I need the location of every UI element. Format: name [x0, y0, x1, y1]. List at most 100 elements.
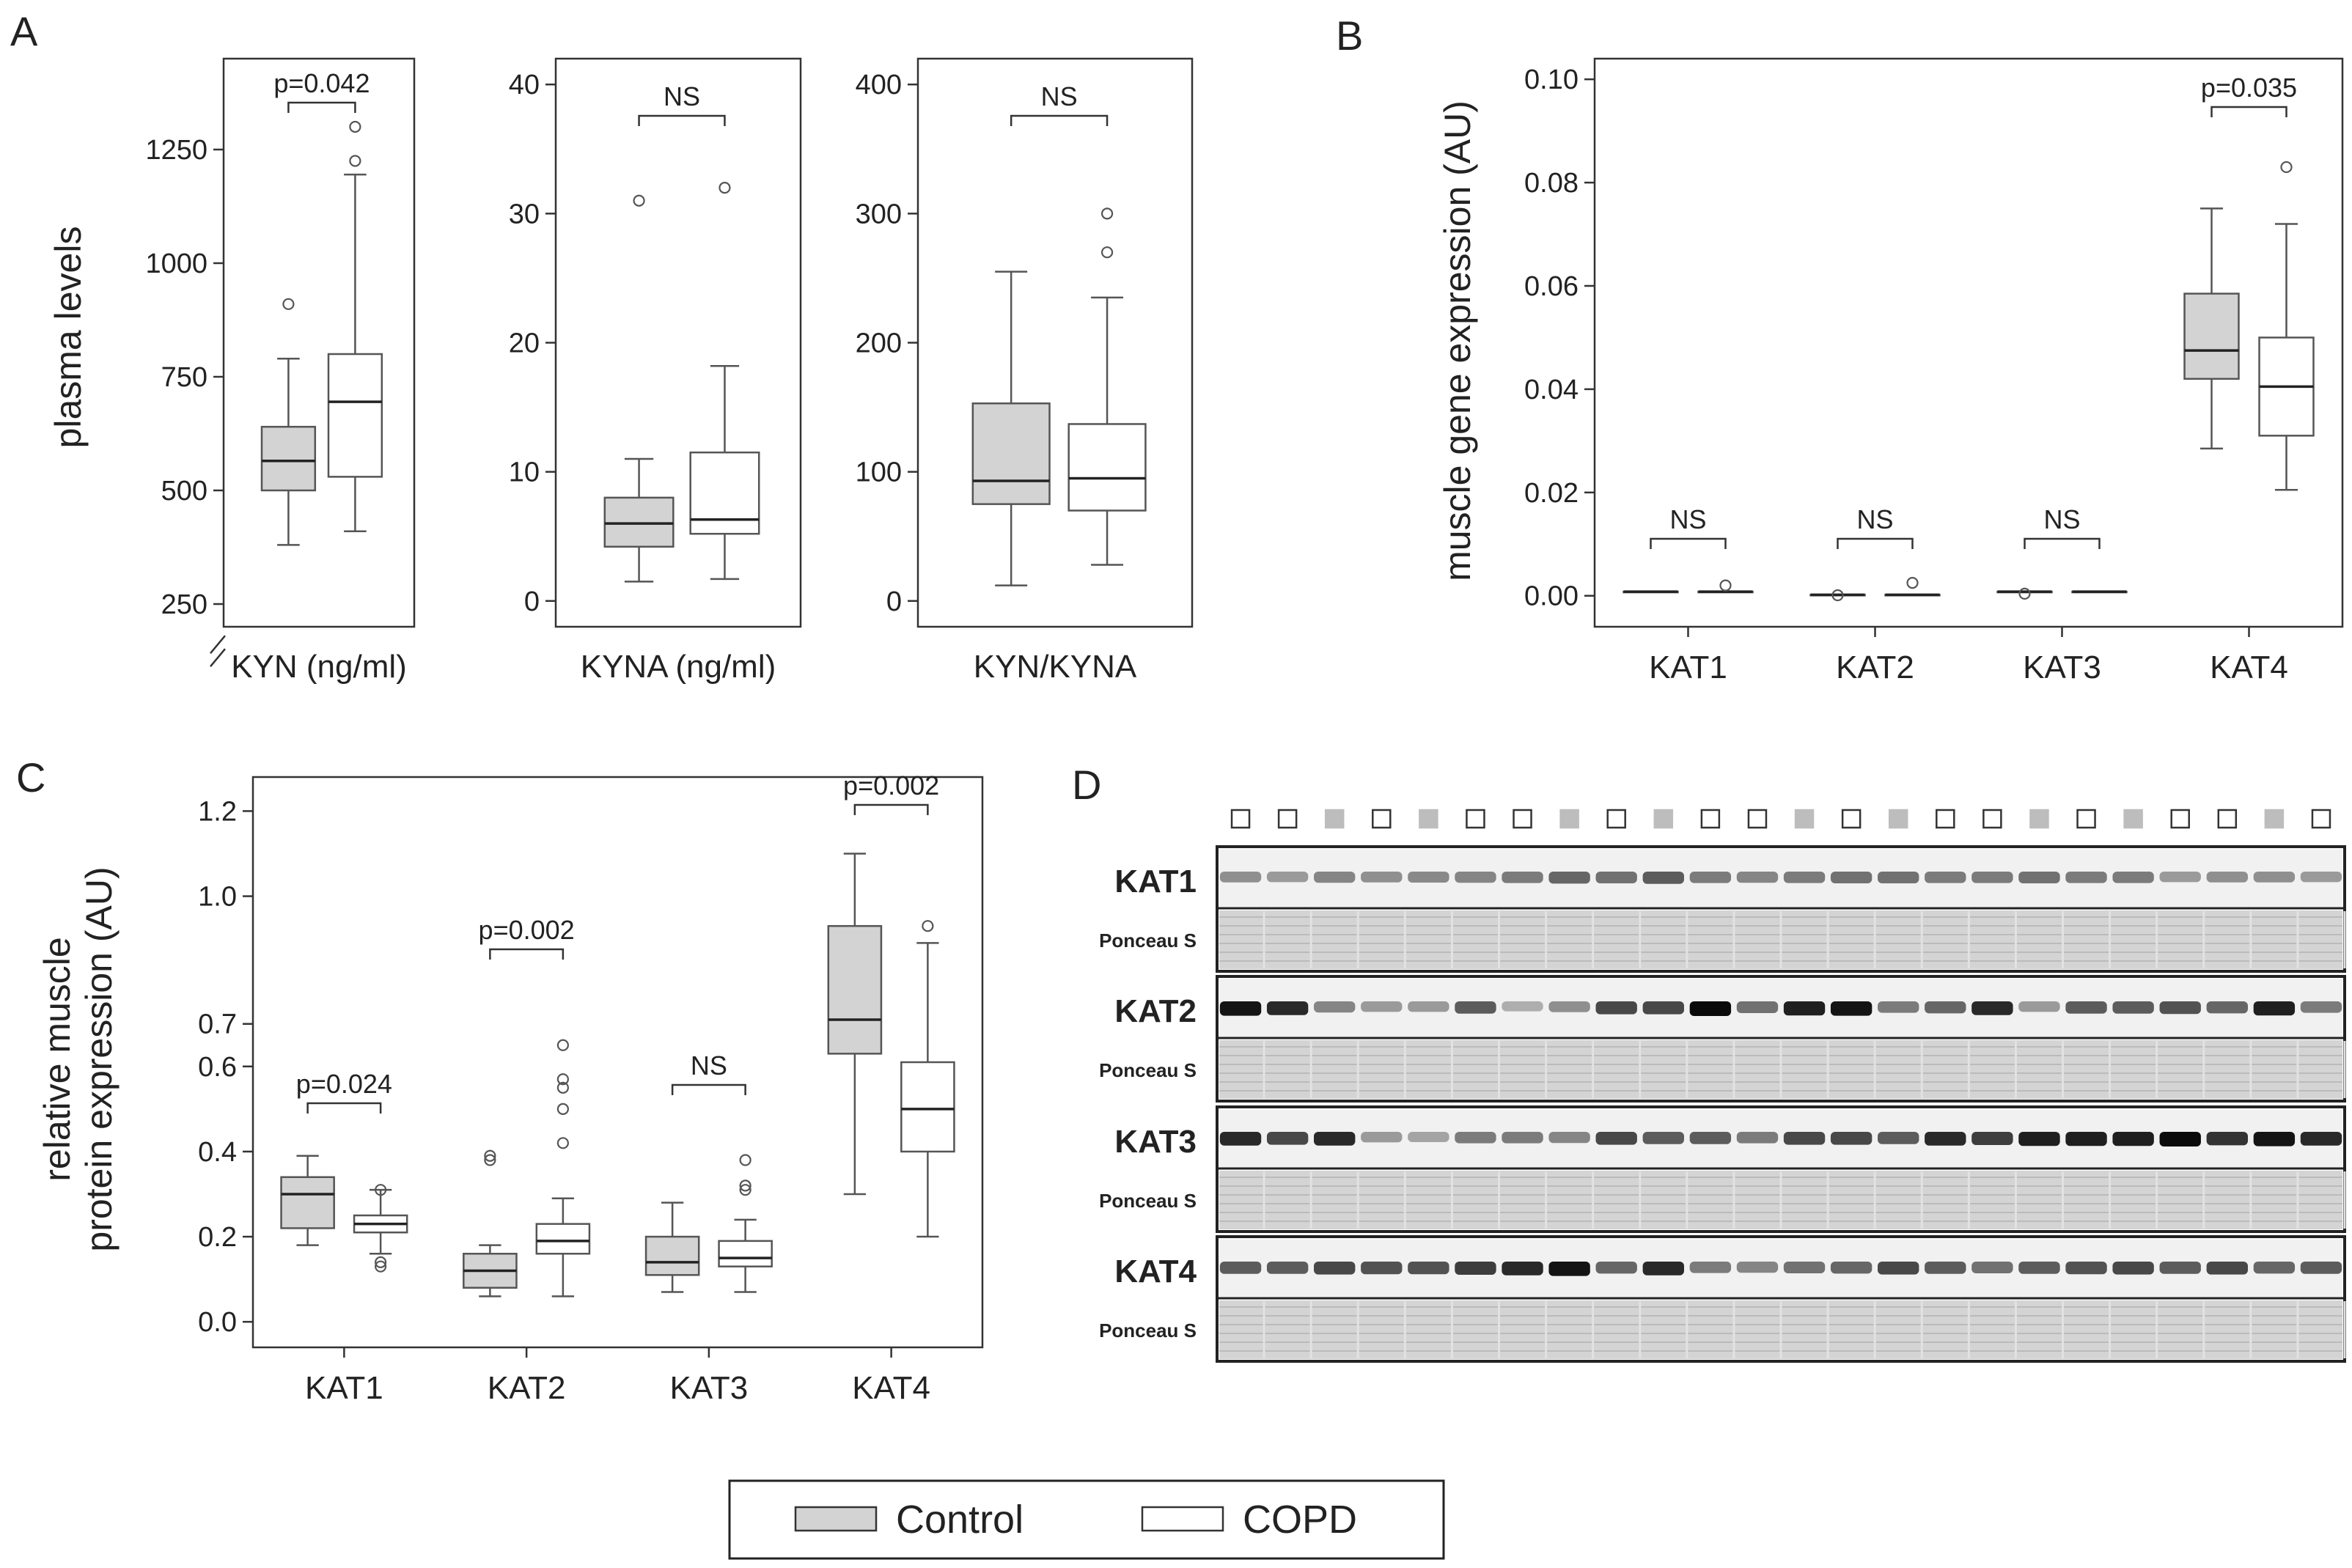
panel-a-sub2-ytick-label-4: 40 — [509, 70, 540, 100]
lane-marker-21 — [2170, 809, 2190, 829]
panel-a-sub2-ytick-label-3: 30 — [509, 199, 540, 229]
blot-kat4-band-22 — [2206, 1262, 2248, 1275]
lane-marker-6 — [1466, 809, 1485, 829]
panel-c-kat2-copd-outlier-1 — [556, 1103, 569, 1115]
blot-kat3-label: KAT3 — [1114, 1124, 1197, 1160]
blot-kat3-band-22 — [2206, 1132, 2248, 1146]
panel-b-xlabel-0: KAT1 — [1649, 649, 1727, 685]
blot-kat3-band-16 — [1925, 1132, 1966, 1146]
lane-marker-5 — [1419, 809, 1438, 829]
lane-marker-10 — [1653, 809, 1674, 829]
panel-b-ylabel: muscle gene expression (AU) — [1437, 100, 1478, 581]
blot-kat1-band-5 — [1408, 872, 1449, 883]
blot-kat2-band-3 — [1314, 1001, 1356, 1013]
panel-a-sub3-xlabel: KYN/KYNA — [974, 649, 1137, 685]
legend: Control COPD — [728, 1479, 1445, 1560]
blot-kat2-band-22 — [2206, 1001, 2248, 1014]
panel-b-kat1-copd-outlier-0 — [1719, 579, 1732, 592]
blot-kat4-band-18 — [2018, 1262, 2060, 1274]
blot-kat3-band-11 — [1689, 1132, 1732, 1144]
panel-d-western-blot: D KAT1 Ponceau S KAT2 Ponceau S KAT3 Ponceau S… — [1072, 762, 2346, 1363]
lane-marker-9 — [1606, 809, 1626, 829]
panel-a-sub2-copd-outlier-0 — [719, 182, 731, 194]
panel-b-kat3-sig-bracket — [2024, 537, 2101, 549]
blot-kat1-label: KAT1 — [1114, 864, 1197, 899]
panel-b-xlabel-3: KAT4 — [2210, 649, 2288, 685]
panel-b-ytick-label-4: 0.08 — [1524, 168, 1579, 199]
blot-kat2-band-1 — [1219, 1001, 1262, 1016]
blot-kat1-band-8 — [1548, 872, 1590, 884]
panel-c-kat4-sig-bracket — [853, 803, 929, 815]
panel-a-sub2-ytick-label-2: 20 — [509, 328, 540, 359]
blot-kat2-band-12 — [1736, 1001, 1779, 1013]
panel-c-ytick-label-5: 1.0 — [198, 882, 237, 913]
legend-swatch-copd — [1141, 1506, 1224, 1532]
panel-c-ytick-label-6: 1.2 — [198, 796, 237, 827]
blot-kat3-band-18 — [2018, 1132, 2060, 1146]
blot-kat1-band-20 — [2112, 872, 2154, 883]
panel-c-kat3-sig-bracket — [671, 1083, 746, 1095]
blot-kat4-band-23 — [2253, 1262, 2296, 1274]
blot-kat1-band-strip — [1219, 849, 2342, 908]
panel-c-kat1-sig-label: p=0.024 — [296, 1069, 392, 1099]
blot-kat2-band-24 — [2300, 1001, 2342, 1013]
lane-marker-1 — [1230, 809, 1251, 829]
panel-a-sub1-ytick-label-1: 500 — [161, 476, 207, 507]
lane-marker-11 — [1700, 809, 1721, 829]
panel-a-sub2-sig-bracket — [638, 114, 726, 126]
panel-c-kat3-copd-outlier-0 — [739, 1184, 751, 1196]
blot-kat2-band-16 — [1925, 1001, 1966, 1014]
panel-c-kat4-copd-outlier-0 — [922, 920, 934, 932]
panel-c-kat3-copd-outlier-2 — [739, 1154, 751, 1166]
panel-b-xlabel-1: KAT2 — [1836, 649, 1914, 685]
blot-kat3-band-15 — [1878, 1132, 1919, 1144]
panel-c-kat3-control-box — [644, 1235, 700, 1276]
panel-b-kat4-sig-label: p=0.035 — [2201, 73, 2297, 103]
panel-b-kat2-sig-bracket — [1837, 537, 1914, 549]
panel-a-sub1-control-box — [260, 425, 317, 492]
blot-kat4-band-24 — [2300, 1262, 2342, 1274]
blot-kat4-band-14 — [1830, 1262, 1873, 1274]
blot-kat3-band-20 — [2112, 1132, 2154, 1146]
panel-b-kat2-copd-outlier-0 — [1906, 577, 1919, 589]
blot-kat3-band-12 — [1736, 1132, 1779, 1144]
blot-kat3-band-8 — [1548, 1132, 1590, 1144]
blot-kat3-band-1 — [1219, 1132, 1262, 1146]
panel-b-ytick-label-0: 0.00 — [1524, 581, 1579, 612]
lane-marker-18 — [2029, 809, 2049, 829]
panel-c-ytick-label-3: 0.6 — [198, 1052, 237, 1083]
panel-a-sub3-control-box — [971, 402, 1051, 505]
panel-c-ylabel-line2: protein expression (AU) — [78, 866, 120, 1251]
panel-c-xlabel-3: KAT4 — [852, 1370, 930, 1406]
panel-c-kat2-control-outlier-0 — [484, 1154, 496, 1166]
blot-kat2-band-19 — [2065, 1001, 2107, 1014]
blot-kat1-band-6 — [1455, 872, 1496, 883]
blot-kat4-band-15 — [1878, 1262, 1919, 1275]
panel-c-kat4-sig-label: p=0.002 — [843, 770, 939, 800]
blot-kat2-band-15 — [1878, 1001, 1919, 1013]
panel-a-sub1-control-outlier-0 — [282, 298, 295, 310]
panel-c-kat2-sig-bracket — [489, 948, 565, 960]
panel-c-kat4-copd-box — [900, 1061, 955, 1153]
panel-c-kat4-control-box — [827, 924, 883, 1055]
blot-kat3-band-10 — [1642, 1132, 1684, 1144]
panel-c-kat3-copd-box — [718, 1240, 773, 1267]
panel-c-ytick-label-2: 0.4 — [198, 1137, 237, 1168]
blot-kat4-band-12 — [1736, 1262, 1779, 1273]
blot-kat4-band-6 — [1455, 1262, 1496, 1275]
blot-kat1-band-24 — [2300, 872, 2342, 883]
panel-a-sub3-sig-label: NS — [1041, 81, 1078, 111]
lane-marker-19 — [2076, 809, 2096, 829]
lane-marker-4 — [1372, 809, 1392, 829]
panel-a-sub3-copd-outlier-1 — [1100, 207, 1114, 220]
blot-kat2-band-10 — [1642, 1001, 1684, 1015]
blot-kat2-band-14 — [1830, 1001, 1873, 1016]
blot-kat2-band-6 — [1455, 1001, 1496, 1014]
blot-kat3-band-2 — [1266, 1132, 1309, 1145]
panel-c-kat2-control-outlier-1 — [484, 1149, 496, 1162]
lane-marker-14 — [1841, 809, 1862, 829]
blot-kat4-band-13 — [1783, 1262, 1826, 1273]
panel-b-kat3-sig-label: NS — [2043, 504, 2080, 534]
